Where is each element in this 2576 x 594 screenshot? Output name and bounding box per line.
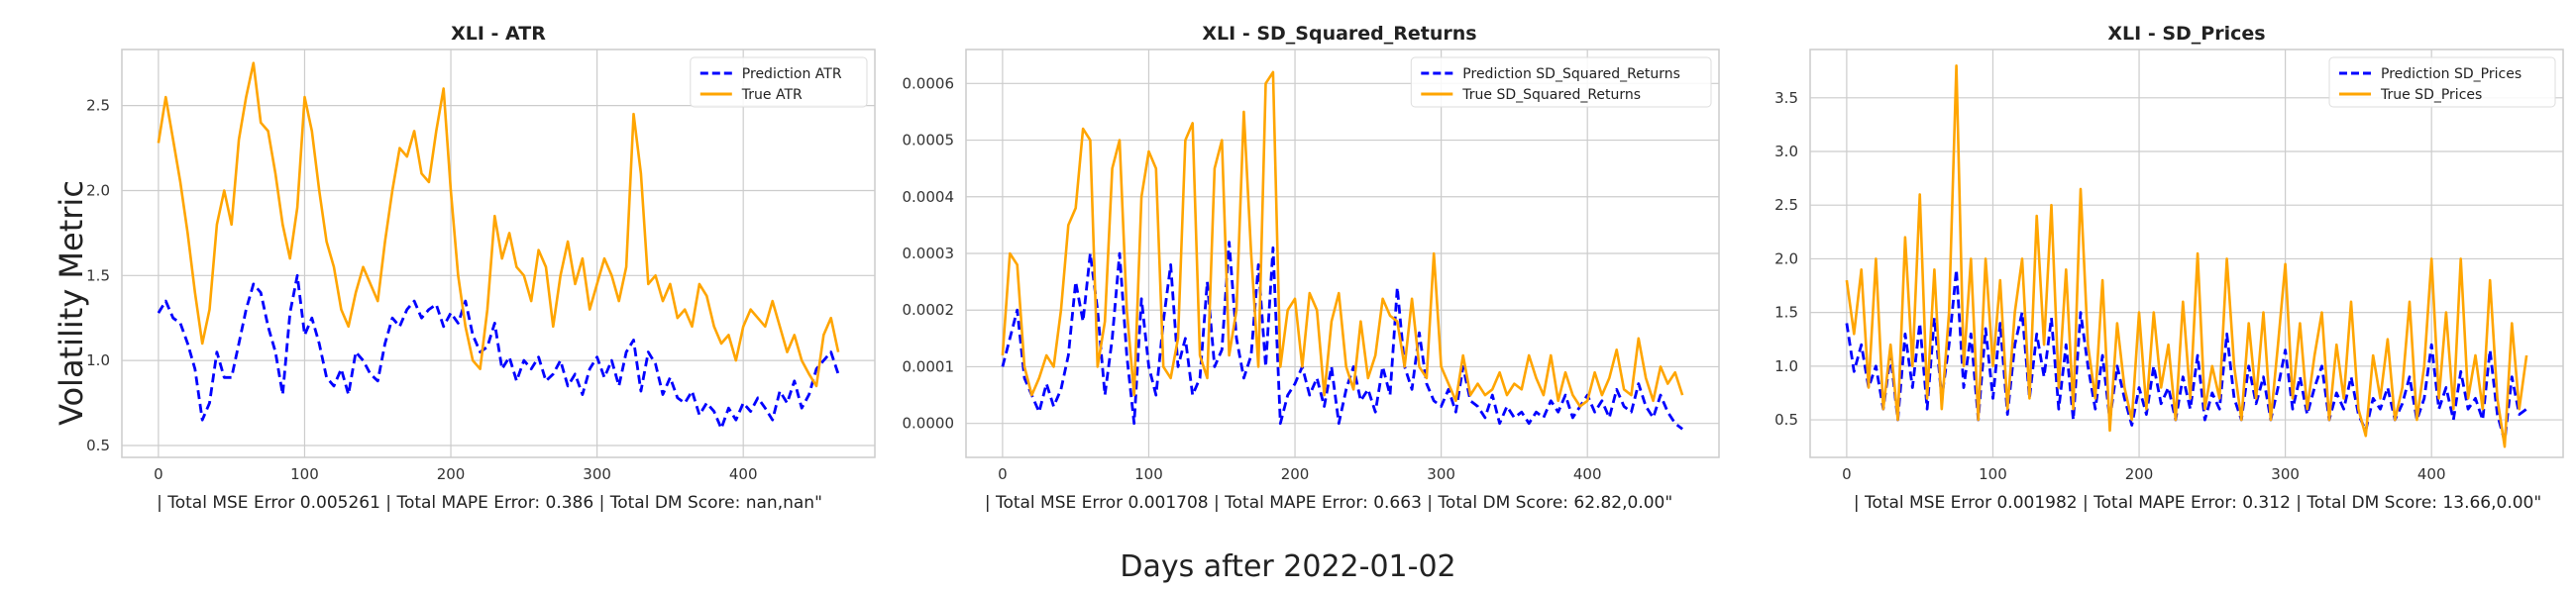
y-tick-labels: 0.5 1.0 1.5 2.0 2.5 [86,97,110,454]
x-tick-labels: 0 100 200 300 400 [154,465,757,483]
y-tick-labels: 0.0000 0.0001 0.0002 0.0003 0.0004 0.0005 0.00… [903,74,955,432]
x-axis-label: | Total MSE Error 0.005261 | Total MAPE … [157,493,822,513]
legend: Prediction SD_Squared_Returns True SD_Squ… [1410,56,1712,108]
x-tick-label: 0 [998,465,1008,483]
x-tick-label: 300 [2271,465,2300,483]
panel-sd-squared-returns: 0 100 200 300 400 0.00000.00010.00020.00030.… [903,23,1720,513]
x-tick-label: 0 [154,465,163,483]
x-tick-label: 300 [1427,465,1455,483]
x-tick-label: 400 [729,465,758,483]
y-tick-label: 0.0000 [903,415,955,433]
legend-label: Prediction SD_Squared_Returns [1462,66,1680,82]
x-axis-label: | Total MSE Error 0.001708 | Total MAPE … [985,493,1672,513]
x-tick-label: 200 [2125,465,2154,483]
prediction-series-line [1001,241,1683,431]
y-tick-label: 0.0001 [903,357,955,375]
y-tick-label: 0.0004 [903,188,955,206]
y-tick-label: 2.5 [1774,196,1798,214]
legend: Prediction SD_Prices True SD_Prices [2328,56,2556,108]
prediction-series-line [157,273,840,431]
x-axis-label: | Total MSE Error 0.001982 | Total MAPE … [1854,493,2541,513]
x-tick-labels: 0 100 200 300 400 [998,465,1601,483]
y-tick-label: 2.0 [86,181,110,199]
legend-label: True SD_Prices [2380,87,2482,103]
x-tick-label: 100 [1134,465,1163,483]
figure-xlabel: Days after 2022-01-02 [1120,549,1455,584]
y-tick-labels: 0.5 1.0 1.5 2.0 2.5 3.0 3.5 [1774,89,1798,429]
legend-label: True ATR [741,87,803,103]
x-tick-labels: 0 100 200 300 400 [1842,465,2445,483]
plot-area [121,49,876,458]
y-tick-label: 3.5 [1774,89,1798,107]
y-tick-label: 1.0 [86,351,110,369]
panel-atr: 0 100 200 300 400 0.51.01.52.02.5 XLI - ATR … [86,23,876,513]
y-tick-label: 3.0 [1774,143,1798,160]
legend-label: Prediction SD_Prices [2381,66,2522,82]
y-tick-label: 0.5 [1774,411,1798,429]
x-tick-label: 400 [1573,465,1602,483]
chart-title: XLI - ATR [451,23,546,45]
true-series-line [157,61,840,388]
y-tick-label: 0.0002 [903,301,955,319]
prediction-series-line [1845,267,2527,444]
y-tick-label: 0.0006 [903,74,955,92]
x-tick-label: 200 [437,465,466,483]
chart-title: XLI - SD_Prices [2107,23,2265,45]
panel-sd-prices: 0 100 200 300 400 0.5 1.0 1.5 2.0 2.5 3.0 3.5 XLI … [1774,23,2564,513]
series-lines [157,61,840,431]
y-tick-label: 2.5 [86,97,110,115]
y-tick-label: 1.5 [1774,304,1798,322]
series-lines [1845,64,2528,448]
y-tick-label: 0.5 [86,437,110,454]
x-tick-label: 200 [1281,465,1310,483]
series-lines [1001,70,1684,431]
true-series-line [1845,64,2528,448]
legend: Prediction ATR True ATR [690,56,868,108]
legend-label: Prediction ATR [742,66,842,82]
legend-box [1410,56,1712,108]
chart-title: XLI - SD_Squared_Returns [1202,23,1476,45]
figure-ylabel: Volatility Metric [53,180,90,426]
y-tick-label: 2.0 [1774,249,1798,267]
true-series-line [1001,70,1684,408]
x-tick-label: 100 [1979,465,2007,483]
y-tick-label: 1.0 [1774,357,1798,375]
x-tick-label: 400 [2417,465,2446,483]
x-tick-label: 0 [1842,465,1852,483]
legend-box [2328,56,2556,108]
legend-label: True SD_Squared_Returns [1461,87,1641,103]
y-tick-label: 0.0003 [903,245,955,262]
y-tick-label: 0.0005 [903,132,955,149]
legend-box [690,56,868,108]
x-tick-label: 100 [290,465,319,483]
x-tick-label: 300 [583,465,611,483]
y-tick-label: 1.5 [86,266,110,284]
